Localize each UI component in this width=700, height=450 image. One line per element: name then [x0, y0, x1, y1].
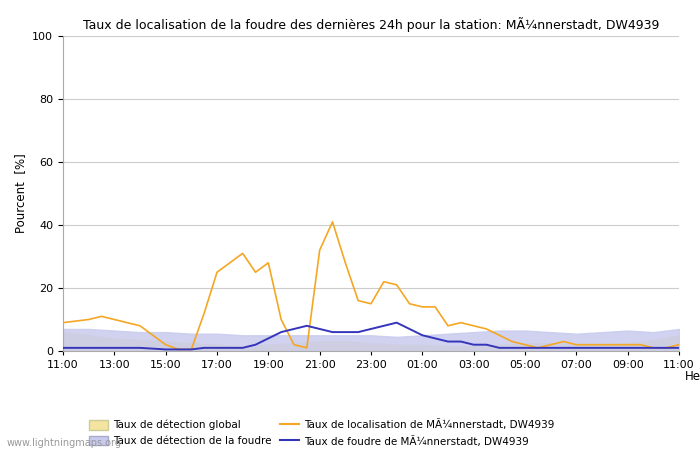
Y-axis label: Pourcent  [%]: Pourcent [%]	[14, 153, 27, 234]
Text: Heure: Heure	[685, 370, 700, 383]
Legend: Taux de détection global, Taux de détection de la foudre, Taux de localisation d: Taux de détection global, Taux de détect…	[89, 419, 554, 446]
Text: www.lightningmaps.org: www.lightningmaps.org	[7, 438, 122, 448]
Title: Taux de localisation de la foudre des dernières 24h pour la station: MÃ¼nnerstad: Taux de localisation de la foudre des de…	[83, 17, 659, 32]
